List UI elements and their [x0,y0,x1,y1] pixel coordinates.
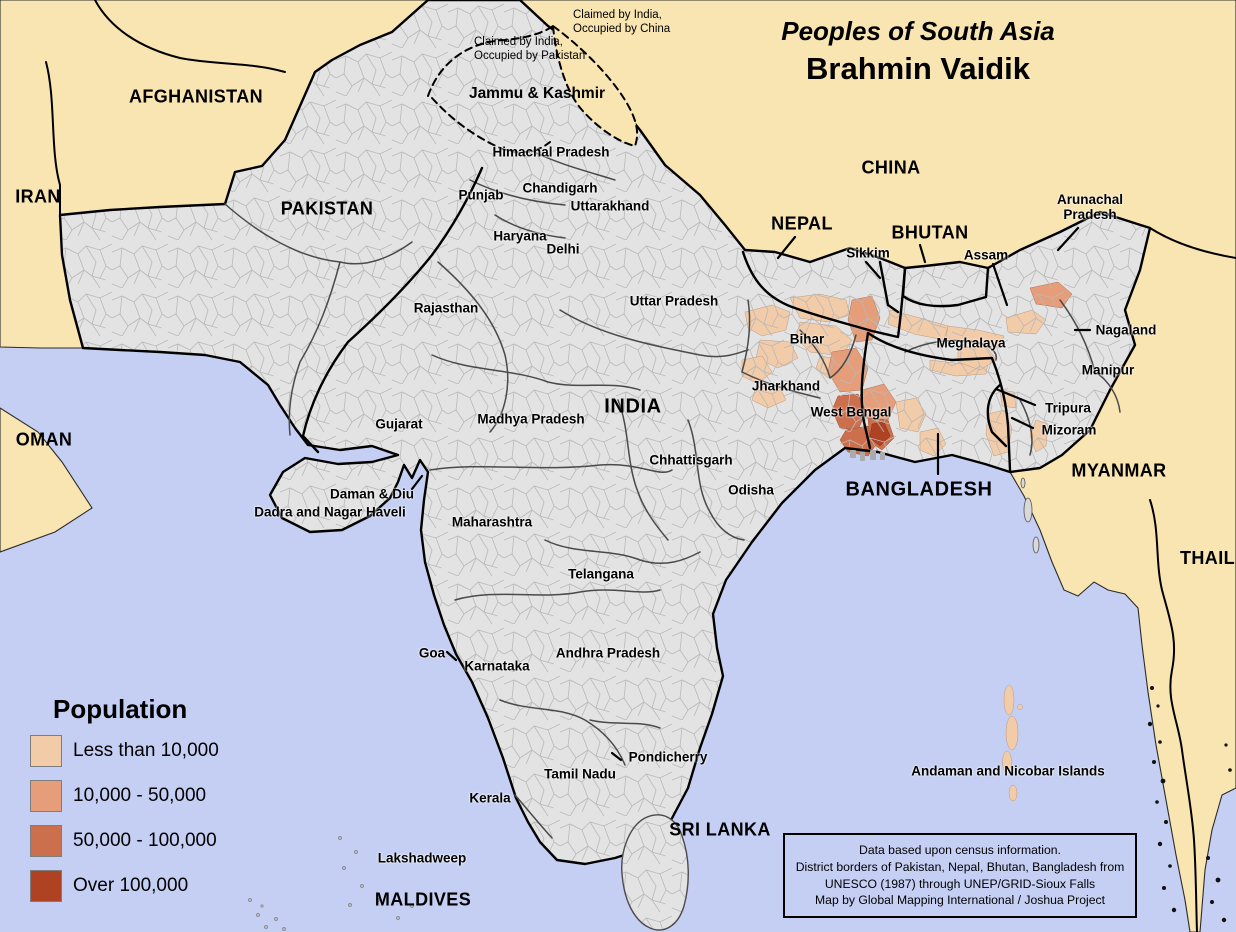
state-borders [224,149,1121,839]
series-title: Peoples of South Asia [781,16,1055,46]
legend-swatch-class1 [30,735,62,767]
leader-lines [410,226,1092,762]
legend-heading: Population [53,694,188,724]
country-borders [45,0,1236,932]
attribution-line: Map by Global Mapping International / Jo… [815,893,1105,908]
oman-peninsula [0,407,93,553]
attribution-line: Data based upon census information. [859,842,1061,857]
legend-row: Less than 10,000 [30,735,219,767]
title-block: Peoples of South Asia Brahmin Vaidik [757,16,1079,87]
attribution-line: UNESCO (1987) through UNEP/GRID-Sioux Fa… [824,876,1096,891]
legend-swatch-class3 [30,825,62,857]
legend-row: Over 100,000 [30,870,219,902]
andaman-nicobar-islands [1002,684,1023,802]
legend-swatch-class4 [30,870,62,902]
legend-row: 50,000 - 100,000 [30,825,219,857]
people-group-title: Brahmin Vaidik [806,51,1030,86]
island-specks [248,450,1232,931]
population-legend: Population Less than 10,000 10,000 - 50,… [30,694,219,915]
legend-label: Over 100,000 [73,875,189,896]
legend-row: 10,000 - 50,000 [30,780,219,812]
disputed-borders [427,23,639,154]
legend-label: Less than 10,000 [73,740,219,761]
legend-label: 50,000 - 100,000 [73,830,217,851]
legend-label: 10,000 - 50,000 [73,785,207,806]
attribution-box: Data based upon census information. Dist… [783,833,1137,918]
legend-swatch-class2 [30,780,62,812]
attribution-line: District borders of Pakistan, Nepal, Bhu… [795,859,1125,874]
